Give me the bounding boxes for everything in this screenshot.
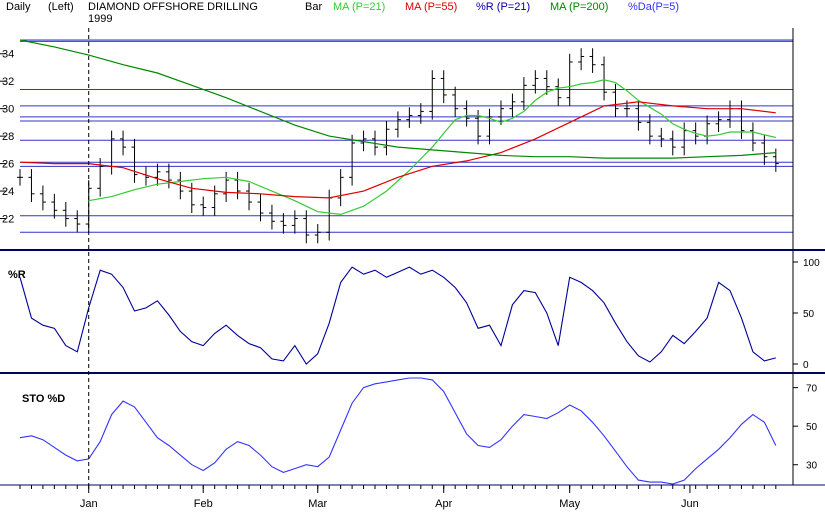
x-axis: Jan Feb Mar Apr May Jun xyxy=(19,485,777,510)
chart-title: DIAMOND OFFSHORE DRILLING xyxy=(88,1,258,13)
x-tick-label: Jun xyxy=(681,498,699,510)
williams-r-panel: 0 50 100 xyxy=(19,258,820,371)
chart-style-label: Bar xyxy=(305,1,322,13)
y-tick-label: 32 xyxy=(2,76,14,88)
legend-item: %R (P=21) xyxy=(476,1,530,13)
x-tick-label: Mar xyxy=(308,498,327,510)
y-tick-label: 22 xyxy=(2,214,14,226)
legend-item: MA (P=55) xyxy=(405,1,457,13)
ma-line xyxy=(19,39,776,159)
sto-panel-label: STO %D xyxy=(22,393,65,405)
legend-item: %Da(P=5) xyxy=(628,1,679,13)
legend: MA (P=21) MA (P=55) %R (P=21) MA (P=200) %Da… xyxy=(333,1,679,13)
y-tick-label: 100 xyxy=(803,258,820,269)
y-tick-label: 50 xyxy=(803,309,815,320)
ma-line xyxy=(19,101,776,199)
x-tick-label: May xyxy=(559,498,580,510)
williams-r-line xyxy=(19,266,776,365)
stochastic-d-line xyxy=(19,377,777,485)
x-tick-label: Apr xyxy=(435,498,452,510)
chart-year: 1999 xyxy=(88,13,112,25)
y-tick-label: 28 xyxy=(2,131,14,143)
y-tick-label: 34 xyxy=(2,49,14,61)
y-tick-label: 26 xyxy=(2,159,14,171)
y-tick-label: 70 xyxy=(806,384,818,395)
y-tick-label: 30 xyxy=(806,461,818,472)
y-tick-label: 0 xyxy=(803,360,809,371)
price-bars xyxy=(17,48,779,244)
y-tick-label: 24 xyxy=(2,186,14,198)
x-tick-label: Feb xyxy=(194,498,213,510)
price-panel: 22 24 26 28 30 32 34 xyxy=(0,39,793,244)
y-tick-label: 50 xyxy=(806,422,818,433)
y-tick-label: 30 xyxy=(2,104,14,116)
axis-side-label: (Left) xyxy=(48,1,74,13)
ma-line xyxy=(88,79,776,216)
r-panel-label: %R xyxy=(8,269,26,281)
legend-item: MA (P=21) xyxy=(333,1,385,13)
legend-item: MA (P=200) xyxy=(550,1,608,13)
stochastic-panel: 30 50 70 xyxy=(19,377,818,485)
x-tick-label: Jan xyxy=(80,498,98,510)
period-label: Daily xyxy=(6,1,31,13)
